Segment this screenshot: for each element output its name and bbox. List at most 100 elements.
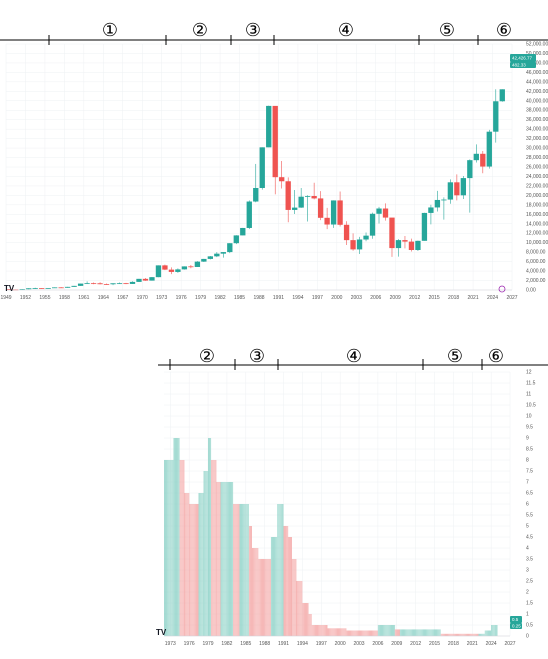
rate-x-tick: 1976 [184,641,195,647]
candle-body [240,227,246,236]
rate-x-tick: 1982 [221,641,232,647]
tradingview-logo: TV [4,284,15,293]
candle-body [343,224,350,241]
price-y-tick: 30,000.00 [526,146,548,152]
rate-x-tick: 1997 [316,641,327,647]
candle-body [279,177,285,182]
price-candles [6,89,505,291]
price-y-tick: 50,000.00 [526,51,548,57]
candle-body [84,283,90,285]
candle-body [480,153,486,167]
candle-body [369,213,376,236]
candle-body [155,265,162,278]
candle-body [201,258,207,262]
candle-body [168,269,175,272]
candle-body [460,178,467,196]
rate-y-tick: 7.5 [526,469,533,475]
price-y-tick: 44,000.00 [526,79,548,85]
phase-label-bottom: ④ [346,346,362,367]
candle-body [116,283,123,285]
candle-body [175,269,181,272]
price-x-tick: 2018 [448,295,459,301]
rate-x-tick: 2003 [353,641,364,647]
phase-label-bottom: ⑥ [488,346,504,367]
candle-body [454,182,460,196]
rate-x-tick: 2012 [410,641,421,647]
last-change-tag [510,62,536,68]
rate-y-tick: 10 [526,414,532,420]
candle-body [395,240,402,249]
candle-body [51,287,58,289]
candle-body [389,217,395,249]
candle-body [6,289,12,290]
price-x-tick: 2006 [370,295,381,301]
price-x-tick: 1979 [195,295,206,301]
rate-x-tick: 2000 [335,641,346,647]
rate-x-tick: 2018 [448,641,459,647]
candle-body [467,160,473,179]
candle-body [259,147,265,188]
candle-body [473,153,479,161]
price-x-tick: 1982 [215,295,226,301]
price-y-tick: 24,000.00 [526,174,548,180]
last-rate-change-value: 0.25 [512,624,521,629]
candle-body [428,207,434,213]
candle-body [149,277,155,281]
price-y-tick: 8,000.00 [526,250,546,256]
price-x-tick: 1970 [137,295,148,301]
candle-body [292,207,298,210]
candle-body [421,212,428,241]
price-x-tick: 2009 [390,295,401,301]
price-y-tick: 0.00 [526,288,536,294]
price-y-tick: 6,000.00 [526,259,546,265]
rate-x-tick: 1985 [240,641,251,647]
rate-y-axis: 00.511.522.533.544.555.566.577.588.599.5… [526,370,536,640]
candle-body [415,240,421,251]
rate-y-tick: 8.5 [526,447,533,453]
price-x-tick: 1985 [234,295,245,301]
price-x-tick: 1955 [39,295,50,301]
rate-y-tick: 1 [526,612,529,618]
rate-x-tick: 2006 [372,641,383,647]
candle-body [337,200,343,225]
price-x-tick: 2000 [331,295,342,301]
candle-body [90,283,97,285]
candle-body [350,240,356,250]
phase-label: ② [192,20,208,41]
price-y-tick: 32,000.00 [526,136,548,142]
price-y-tick: 42,000.00 [526,89,548,95]
price-x-tick: 1988 [253,295,264,301]
candle-body [330,200,337,225]
candle-body [188,266,194,268]
candle-body [304,196,311,197]
price-y-tick: 26,000.00 [526,165,548,171]
candle-body [285,181,291,210]
event-marker-icon[interactable] [498,285,506,293]
rate-x-tick: 1979 [202,641,213,647]
price-y-tick: 20,000.00 [526,193,548,199]
candle-body [142,278,149,281]
candle-body [58,287,64,289]
last-rate-change-tag [510,623,522,629]
rate-y-tick: 6.5 [526,491,533,497]
candle-body [317,198,324,218]
rate-y-tick: 4 [526,546,529,552]
rate-y-tick: 2 [526,590,529,596]
candle-body [246,201,252,228]
price-y-tick: 18,000.00 [526,202,548,208]
candle-body [408,241,415,251]
candle-body [324,217,330,225]
last-rate-value: 0.5 [512,617,519,622]
rate-x-tick: 2015 [429,641,440,647]
price-x-tick: 1958 [59,295,70,301]
price-y-tick: 22,000.00 [526,183,548,189]
candle-body [499,89,505,102]
price-y-tick: 48,000.00 [526,60,548,66]
price-x-tick: 2024 [487,295,498,301]
price-chart-panel: 0.00 2,000.00 4,000.00 6,000.00 8,000.00 10,0… [0,0,548,305]
rate-y-tick: 11 [526,392,531,398]
candle-body [402,240,408,242]
candle-body [434,199,441,208]
candle-body [162,265,168,270]
price-y-tick: 2,000.00 [526,278,546,284]
